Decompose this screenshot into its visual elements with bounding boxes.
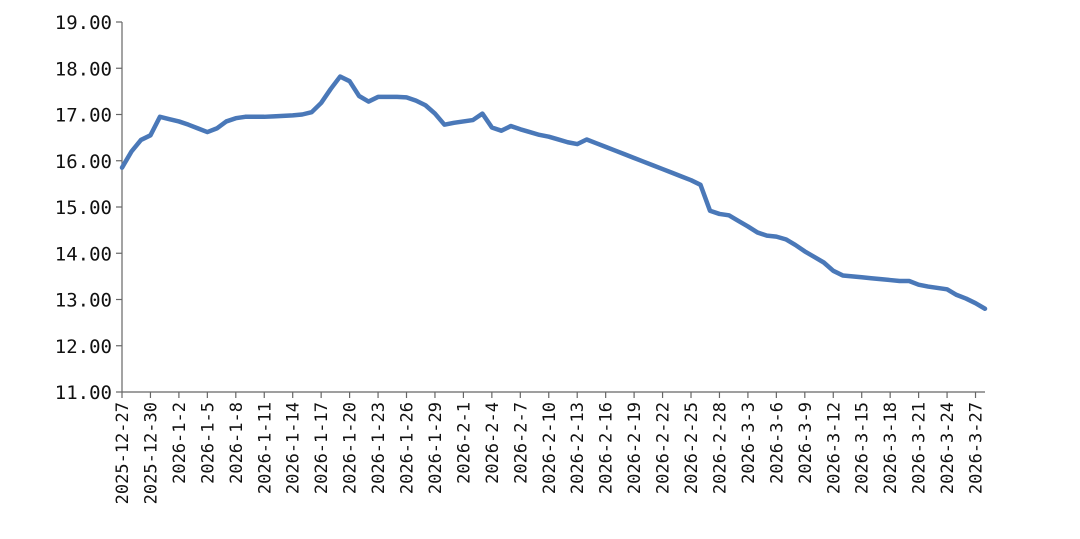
x-tick-label: 2026-1-17 [312,402,332,494]
x-tick-label: 2026-2-13 [568,402,588,494]
x-tick-label: 2026-2-7 [511,402,531,484]
y-tick-label: 16.00 [55,151,112,173]
x-tick-label: 2026-2-4 [483,402,503,484]
x-tick-label: 2026-2-1 [454,402,474,484]
x-tick-label: 2026-1-20 [341,402,361,494]
y-tick-label: 18.00 [55,58,112,80]
x-tick-label: 2026-3-9 [796,402,816,484]
x-axis: 2025-12-27 2025-12-30 2026-1-2 2026-1-5 2026… [113,391,987,504]
x-tick-label: 2026-1-26 [398,402,418,494]
y-tick-label: 19.00 [55,12,112,34]
x-tick-label: 2026-3-18 [881,402,901,494]
x-tick-label: 2026-1-2 [170,402,190,484]
series-line [119,74,988,311]
x-tick-label: 2026-3-3 [739,402,759,484]
x-tick-label: 2026-1-23 [369,402,389,494]
x-tick-label: 2026-2-19 [625,402,645,494]
y-tick-label: 12.00 [55,336,112,358]
x-tick-label: 2025-12-27 [113,402,133,504]
x-tick-label: 2026-1-29 [426,402,446,494]
x-tick-label: 2026-2-28 [710,402,730,494]
y-tick-label: 13.00 [55,290,112,312]
x-tick-label: 2026-3-15 [853,402,873,494]
y-tick-label: 15.00 [55,197,112,219]
x-tick-label: 2026-2-22 [654,402,674,494]
y-tick-label: 11.00 [55,382,112,404]
x-tick-label: 2026-3-6 [767,402,787,484]
x-tick-label: 2026-2-25 [682,402,702,494]
x-tick-label: 2026-3-27 [967,402,987,494]
x-tick-label: 2026-1-11 [255,402,275,494]
x-tick-label: 2026-3-12 [824,402,844,494]
y-axis: 11.00 12.00 13.00 14.00 15.00 16.00 17.00 18.00… [55,12,123,404]
series-group [119,74,988,311]
x-tick-label: 2026-3-21 [910,402,930,494]
y-tick-label: 14.00 [55,243,112,265]
x-tick-label: 2026-1-14 [284,402,304,494]
x-tick-label: 2025-12-30 [141,402,161,504]
x-tick-label: 2026-3-24 [938,402,958,494]
x-tick-label: 2026-2-10 [540,402,560,494]
y-tick-label: 17.00 [55,105,112,127]
x-tick-label: 2026-2-16 [597,402,617,494]
x-tick-label: 2026-1-8 [227,402,247,484]
x-tick-label: 2026-1-5 [198,402,218,484]
